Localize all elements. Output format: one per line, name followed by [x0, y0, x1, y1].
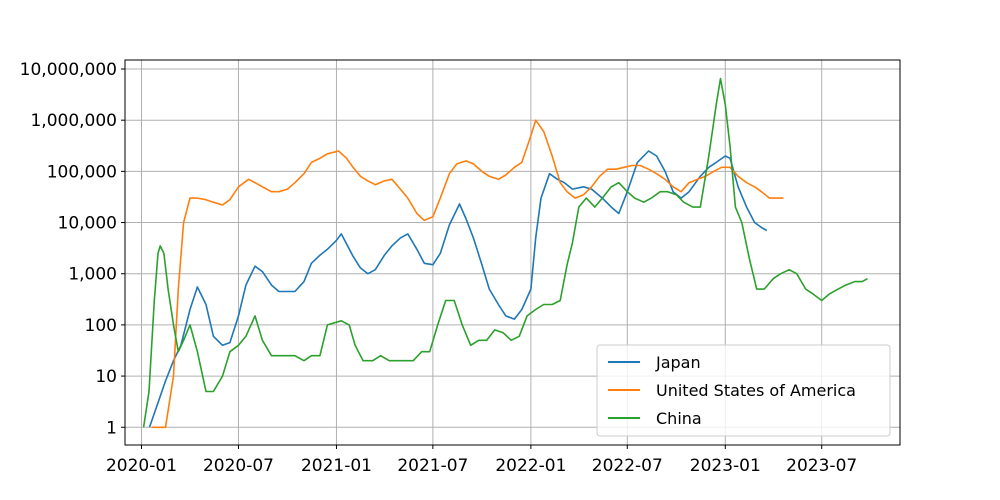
legend-box [596, 344, 891, 437]
x-tick-label: 2022-07 [592, 456, 663, 476]
x-tick-label: 2022-01 [495, 456, 566, 476]
legend-label: Japan [655, 353, 701, 372]
series-line-1 [151, 119, 784, 429]
legend-label: China [656, 409, 702, 428]
y-tick-label: 100 [85, 316, 117, 336]
series-lines [142, 77, 868, 429]
y-tick-label: 1,000,000 [30, 111, 117, 131]
y-tick-label: 1 [106, 418, 117, 438]
y-tick-label: 10,000,000 [20, 60, 117, 80]
plot-frame [124, 59, 901, 446]
y-tick-label: 10,000 [58, 214, 117, 234]
x-tick-label: 2021-07 [397, 456, 468, 476]
y-tick-label: 100,000 [47, 162, 117, 182]
x-axis: 2020-01 2020-07 2021-01 2021-07 2022-01 2022-… [106, 445, 857, 476]
y-tick-label: 1,000 [68, 265, 117, 285]
x-tick-label: 2023-01 [690, 456, 761, 476]
legend: Japan United States of America China [596, 344, 891, 437]
series-line-0 [148, 150, 768, 428]
series-line-2 [142, 77, 868, 428]
x-tick-label: 2023-07 [786, 456, 857, 476]
legend-label: United States of America [656, 381, 856, 400]
x-tick-label: 2020-01 [106, 456, 177, 476]
y-axis: 1 10 100 1,000 10,000 100,000 1,000,000 10,000,… [20, 60, 125, 438]
x-tick-label: 2021-01 [301, 456, 372, 476]
y-tick-label: 10 [95, 367, 117, 387]
x-tick-label: 2020-07 [203, 456, 274, 476]
